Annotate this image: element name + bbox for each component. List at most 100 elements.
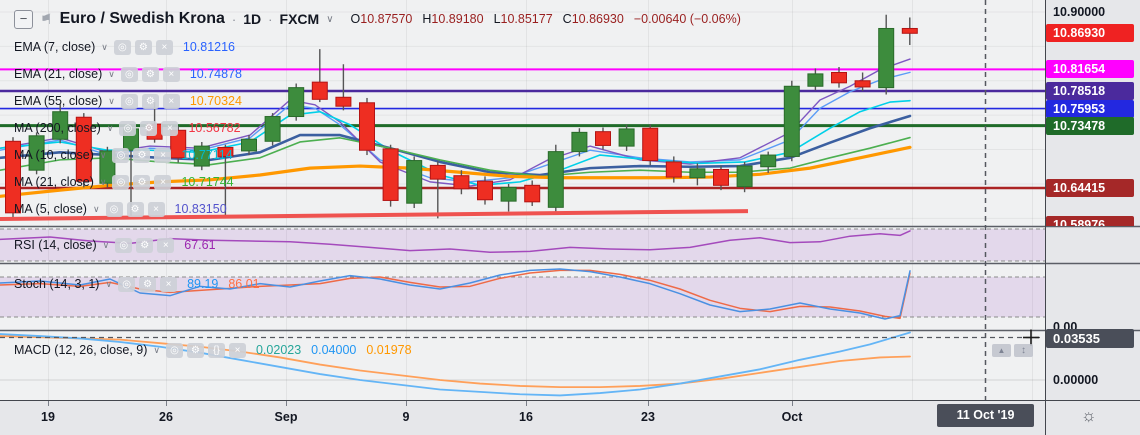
eye-icon[interactable]: ◎ bbox=[115, 237, 133, 253]
legend-row: MA (5, close) ∨ ◎ ⚙ × 10.83150 bbox=[14, 200, 227, 218]
price-level-badge: 10.86930 bbox=[1046, 24, 1134, 42]
low-label: L bbox=[493, 12, 501, 26]
crosshair-value-badge: 0.03535 bbox=[1046, 329, 1134, 348]
legend-row: EMA (21, close) ∨ ◎ ⚙ × 10.74878 bbox=[14, 65, 242, 83]
legend-row: MA (21, close) ∨ ◎ ⚙ × 10.71744 bbox=[14, 173, 234, 191]
gear-icon[interactable]: ⚙ bbox=[141, 66, 159, 82]
indicator-name[interactable]: Stoch (14, 3, 1) bbox=[14, 277, 100, 291]
indicator-axis[interactable]: 0.00 0.00000 bbox=[1046, 226, 1140, 400]
chevron-down-icon[interactable]: ∨ bbox=[326, 13, 334, 25]
indicator-name[interactable]: EMA (55, close) bbox=[14, 94, 103, 108]
chevron-down-icon[interactable]: ∨ bbox=[101, 41, 108, 52]
close-icon[interactable]: × bbox=[162, 93, 180, 109]
close-icon[interactable]: × bbox=[154, 147, 172, 163]
indicator-name[interactable]: MA (200, close) bbox=[14, 121, 101, 135]
price-axis-tick: 10.90000 bbox=[1053, 5, 1106, 19]
separator: · bbox=[231, 11, 237, 27]
gear-icon[interactable]: ⚙ bbox=[133, 147, 151, 163]
pane-maximize-button[interactable]: ↕ bbox=[1014, 344, 1033, 357]
chart-header: − ⚑ Euro / Swedish Krona · 1D · FXCM ∨ O… bbox=[14, 8, 741, 30]
chevron-down-icon[interactable]: ∨ bbox=[102, 239, 110, 250]
open-label: O bbox=[350, 12, 361, 26]
eye-icon[interactable]: ◎ bbox=[112, 147, 130, 163]
close-icon[interactable]: × bbox=[155, 39, 173, 55]
price-level-badge: 10.81654 bbox=[1046, 60, 1134, 78]
indicator-value: 10.70324 bbox=[189, 94, 242, 108]
legend-row: RSI (14, close) ∨ ◎ ⚙ × 67.61 bbox=[14, 236, 216, 254]
time-axis-label: 19 bbox=[41, 410, 55, 424]
close-value: 10.86930 bbox=[571, 12, 624, 26]
eye-icon[interactable]: ◎ bbox=[119, 120, 137, 136]
price-level-badge: 10.58976 bbox=[1046, 216, 1134, 226]
eye-icon[interactable]: ◎ bbox=[120, 93, 138, 109]
gear-icon[interactable]: ⚙ bbox=[133, 174, 151, 190]
gear-icon[interactable]: ⚙ bbox=[140, 120, 158, 136]
eye-icon[interactable]: ◎ bbox=[120, 66, 138, 82]
close-icon[interactable]: × bbox=[160, 276, 178, 292]
eye-icon[interactable]: ◎ bbox=[113, 39, 131, 55]
chevron-down-icon[interactable]: ∨ bbox=[108, 95, 115, 106]
indicator-value: 10.74878 bbox=[189, 67, 242, 81]
time-axis-label: 26 bbox=[159, 410, 173, 424]
flag-icon[interactable]: ⚑ bbox=[40, 10, 53, 27]
legend-row: Stoch (14, 3, 1) ∨ ◎ ⚙ × 89.19 86.01 bbox=[14, 275, 260, 293]
close-icon[interactable]: × bbox=[162, 66, 180, 82]
indicator-name[interactable]: MA (10, close) bbox=[14, 148, 94, 162]
price-level-badge: 10.73478 bbox=[1046, 117, 1134, 135]
legend-row: EMA (7, close) ∨ ◎ ⚙ × 10.81216 bbox=[14, 38, 235, 56]
price-axis[interactable]: 10.90000 10.86930 10.81654 10.78518 10.75953… bbox=[1046, 0, 1140, 226]
indicator-name[interactable]: MA (21, close) bbox=[14, 175, 94, 189]
timeframe-label[interactable]: 1D bbox=[243, 11, 262, 27]
symbol-title[interactable]: Euro / Swedish Krona bbox=[59, 10, 225, 27]
chevron-down-icon[interactable]: ∨ bbox=[153, 344, 160, 355]
ohlc-readout: O10.87570 H10.89180 L10.85177 C10.86930 … bbox=[351, 12, 741, 26]
chevron-down-icon[interactable]: ∨ bbox=[99, 176, 107, 187]
separator: · bbox=[268, 11, 273, 27]
indicator-name[interactable]: MACD (12, 26, close, 9) bbox=[14, 343, 148, 357]
chevron-down-icon[interactable]: ∨ bbox=[108, 68, 115, 79]
indicator-name[interactable]: EMA (7, close) bbox=[14, 40, 96, 54]
legend-row: EMA (55, close) ∨ ◎ ⚙ × 10.70324 bbox=[14, 92, 242, 110]
chevron-down-icon[interactable]: ∨ bbox=[106, 122, 114, 133]
eye-icon[interactable]: ◎ bbox=[105, 201, 123, 217]
indicator-value: 10.81216 bbox=[182, 40, 236, 54]
time-axis-label: Oct bbox=[781, 410, 803, 424]
axis-settings-icon[interactable]: ☼ bbox=[1081, 406, 1097, 425]
gear-icon[interactable]: ⚙ bbox=[126, 201, 144, 217]
indicator-value: 0.04000 bbox=[311, 343, 357, 357]
close-icon[interactable]: × bbox=[228, 342, 246, 358]
gear-icon[interactable]: ⚙ bbox=[186, 342, 204, 358]
indicator-value: 0.01978 bbox=[366, 343, 412, 357]
indicator-name[interactable]: RSI (14, close) bbox=[14, 238, 97, 252]
close-icon[interactable]: × bbox=[161, 120, 179, 136]
collapse-legend-button[interactable]: − bbox=[14, 9, 33, 29]
close-label: C bbox=[562, 12, 572, 26]
exchange-label[interactable]: FXCM bbox=[279, 11, 320, 27]
close-icon[interactable]: × bbox=[157, 237, 175, 253]
change-value: −0.00640 (−0.06%) bbox=[633, 12, 741, 26]
close-icon[interactable]: × bbox=[154, 174, 172, 190]
eye-icon[interactable]: ◎ bbox=[112, 174, 130, 190]
braces-icon[interactable]: {} bbox=[207, 342, 225, 358]
crosshair-date-badge: 11 Oct '19 bbox=[937, 404, 1034, 427]
high-value: 10.89180 bbox=[431, 12, 484, 26]
time-axis[interactable]: 19 26 Sep 9 16 23 Oct bbox=[0, 401, 1045, 435]
gear-icon[interactable]: ⚙ bbox=[134, 39, 152, 55]
gear-icon[interactable]: ⚙ bbox=[136, 237, 154, 253]
indicator-name[interactable]: EMA (21, close) bbox=[14, 67, 103, 81]
pane-collapse-button[interactable]: ▲ bbox=[992, 344, 1011, 357]
chevron-down-icon[interactable]: ∨ bbox=[92, 203, 100, 214]
close-icon[interactable]: × bbox=[147, 201, 165, 217]
indicator-name[interactable]: MA (5, close) bbox=[14, 202, 87, 216]
indicator-value: 10.56782 bbox=[188, 121, 241, 135]
chevron-down-icon[interactable]: ∨ bbox=[105, 278, 113, 289]
eye-icon[interactable]: ◎ bbox=[165, 342, 183, 358]
indicator-value: 0.02023 bbox=[255, 343, 302, 357]
chevron-down-icon[interactable]: ∨ bbox=[99, 149, 107, 160]
eye-icon[interactable]: ◎ bbox=[118, 276, 136, 292]
price-level-badge: 10.75953 bbox=[1046, 100, 1134, 118]
indicator-value: 86.01 bbox=[228, 277, 260, 291]
gear-icon[interactable]: ⚙ bbox=[139, 276, 157, 292]
gear-icon[interactable]: ⚙ bbox=[141, 93, 159, 109]
